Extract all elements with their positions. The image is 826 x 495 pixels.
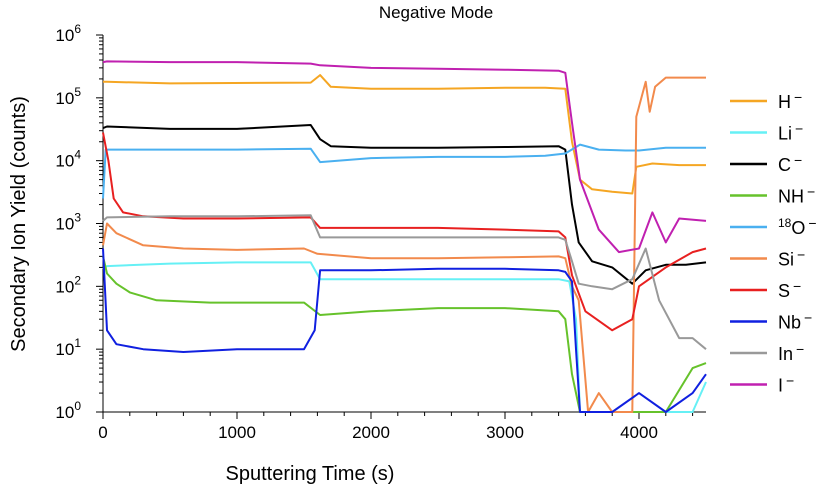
x-tick-label: 2000 bbox=[352, 423, 390, 442]
y-tick-label: 100 bbox=[55, 399, 81, 422]
legend: H − Li − C − NH − 18O − Si − S − Nb − In − I − bbox=[730, 89, 817, 396]
y-tick-label: 105 bbox=[55, 85, 81, 108]
series-line-i bbox=[102, 60, 707, 254]
series-line-h bbox=[103, 74, 706, 195]
y-tick-label: 106 bbox=[55, 22, 81, 45]
y-tick-label: 101 bbox=[55, 336, 81, 359]
y-tick-label: 103 bbox=[55, 211, 81, 234]
series-line-c bbox=[102, 124, 707, 285]
y-axis-label: Secondary Ion Yield (counts) bbox=[8, 96, 30, 352]
legend-label: NH − bbox=[778, 184, 815, 207]
legend-label: C − bbox=[778, 152, 802, 175]
x-axis: 0 1000 2000 3000 4000 bbox=[98, 412, 694, 442]
x-axis-label: Sputtering Time (s) bbox=[226, 463, 395, 485]
legend-label: Nb − bbox=[778, 310, 812, 333]
series-line-s bbox=[102, 132, 707, 332]
y-tick-label: 104 bbox=[55, 148, 81, 171]
legend-label: S − bbox=[778, 278, 801, 301]
y-axis: 100 101 102 103 104 105 106 bbox=[55, 22, 103, 422]
x-tick-label: 4000 bbox=[620, 423, 658, 442]
x-tick-label: 1000 bbox=[218, 423, 256, 442]
legend-label: Si − bbox=[778, 247, 805, 270]
legend-label: 18O − bbox=[778, 215, 817, 238]
legend-label: Li − bbox=[778, 121, 803, 144]
legend-label: I − bbox=[778, 373, 794, 396]
x-tick-label: 0 bbox=[98, 423, 107, 442]
y-tick-label: 102 bbox=[55, 273, 81, 296]
plot-area bbox=[102, 35, 706, 413]
series-line-o bbox=[102, 143, 706, 199]
series-line-nb bbox=[102, 248, 707, 413]
legend-label: H − bbox=[778, 89, 802, 112]
series-line-in bbox=[102, 214, 707, 350]
series-lines bbox=[102, 60, 707, 413]
series-line-si bbox=[102, 76, 706, 413]
chart-title: Negative Mode bbox=[379, 3, 493, 22]
legend-label: In − bbox=[778, 341, 804, 364]
series-line-li bbox=[102, 261, 707, 413]
x-tick-label: 3000 bbox=[486, 423, 524, 442]
